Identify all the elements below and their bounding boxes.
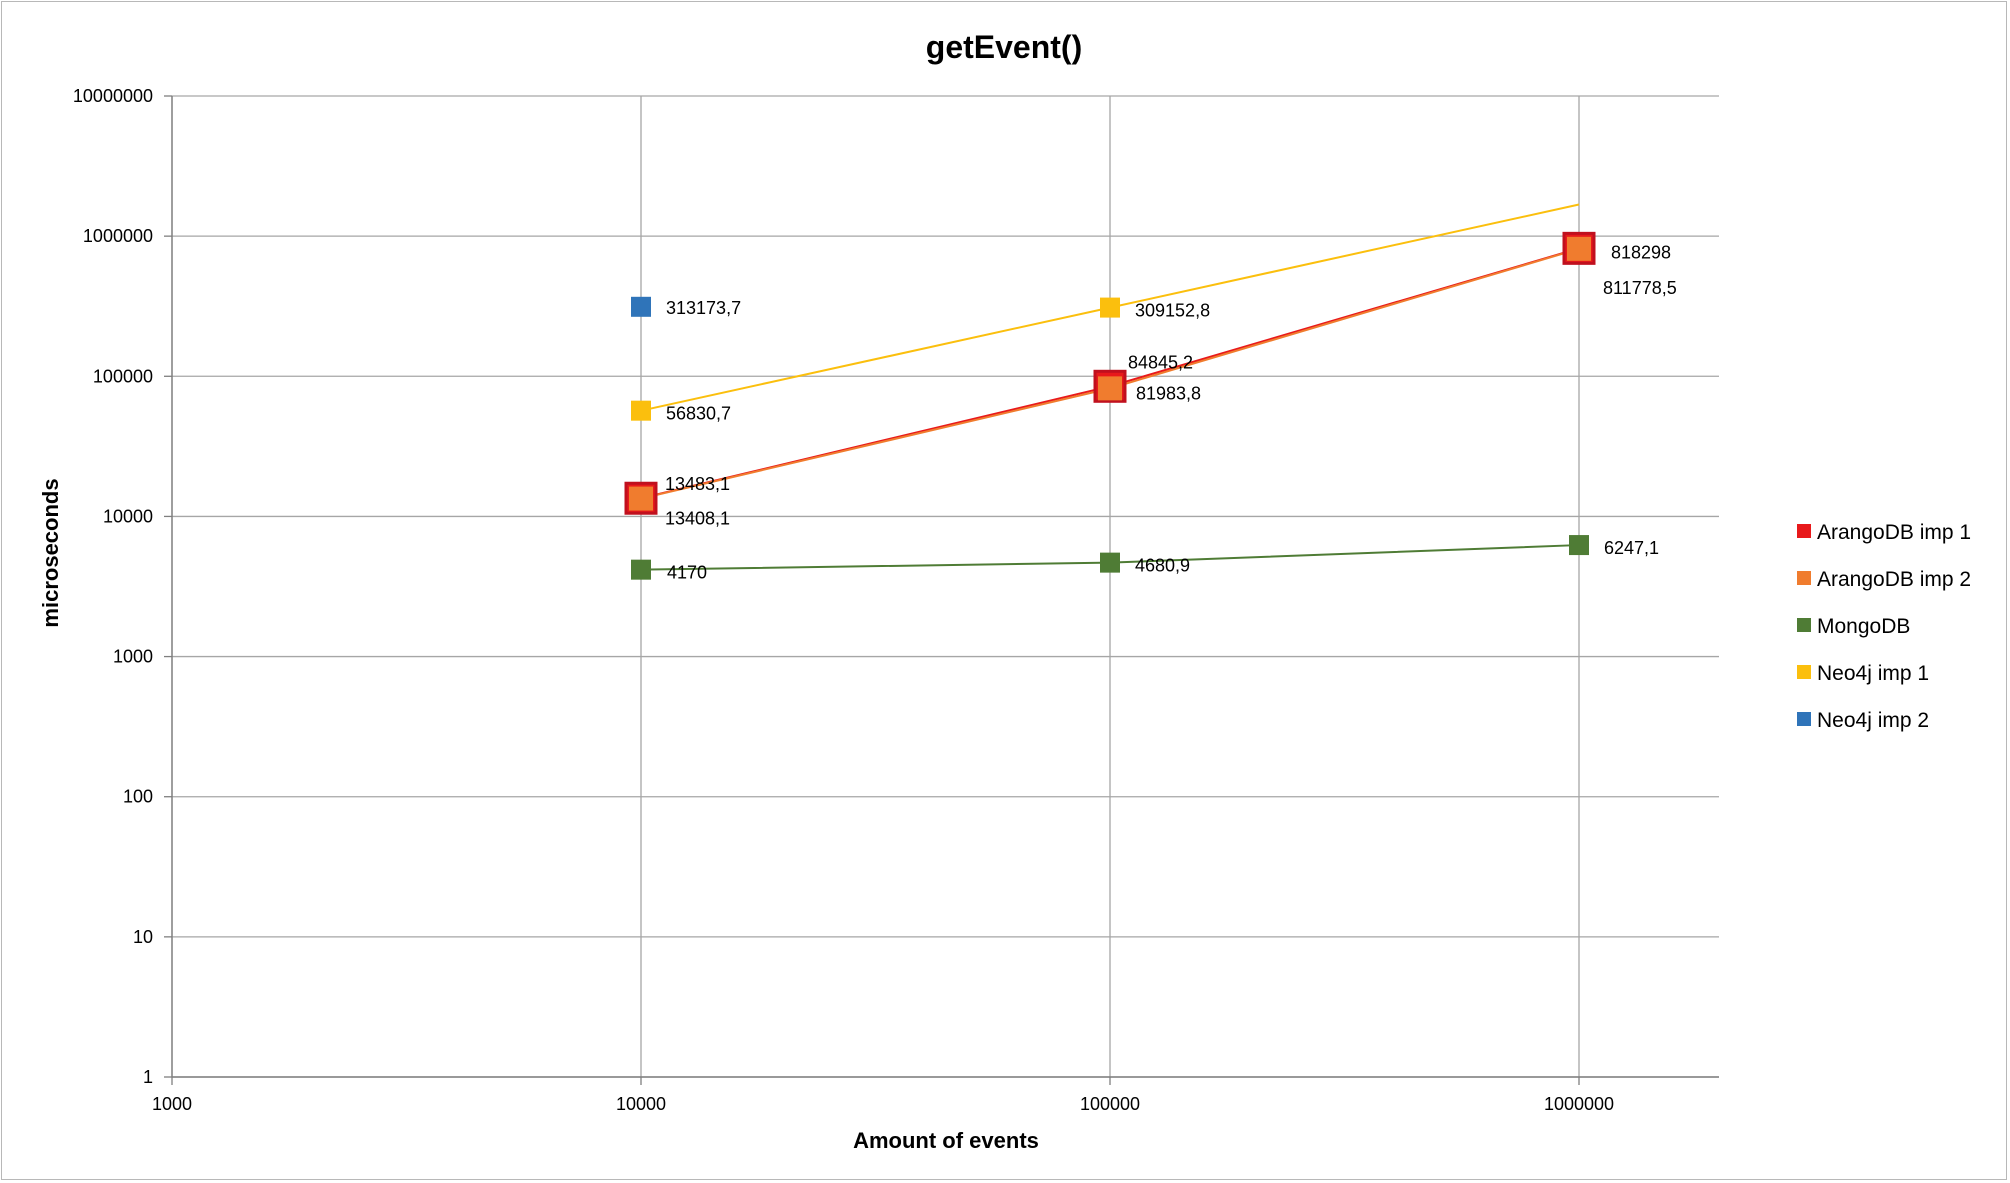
legend-label: Neo4j imp 2	[1817, 709, 1929, 732]
data-label: 13408,1	[665, 509, 730, 529]
data-label: 818298	[1611, 242, 1671, 262]
y-axis-title: microseconds	[38, 478, 63, 627]
y-tick-label: 10000	[103, 506, 153, 526]
y-tick-label: 10000000	[73, 86, 153, 106]
y-tick-label: 10	[133, 927, 153, 947]
y-tick-label: 1000000	[83, 226, 153, 246]
legend-swatch	[1797, 618, 1811, 632]
legend-label: ArangoDB imp 2	[1817, 568, 1971, 591]
chart-title: getEvent()	[926, 29, 1082, 65]
data-point	[1098, 376, 1122, 401]
legend-swatch	[1797, 712, 1811, 726]
axes: 1 10 100 1000 10000 100000 1000000 10000000 1000…	[73, 86, 1719, 1114]
legend-label: Neo4j imp 1	[1817, 662, 1929, 685]
x-axis-title: Amount of events	[853, 1128, 1039, 1153]
y-tick-label: 1	[143, 1067, 153, 1087]
data-label: 309152,8	[1135, 301, 1210, 321]
data-labels: 13483,1 84845,2 818298 13408,1 81983,8 811778…	[665, 242, 1677, 582]
data-points	[624, 231, 1596, 580]
data-label: 4680,9	[1135, 556, 1190, 576]
data-label: 6247,1	[1604, 538, 1659, 558]
data-point	[631, 296, 651, 317]
data-point	[1567, 236, 1591, 261]
data-point	[1100, 297, 1120, 318]
data-label: 313173,7	[666, 298, 741, 318]
legend-swatch	[1797, 665, 1811, 679]
x-tick-label: 10000	[616, 1094, 666, 1114]
data-point	[629, 486, 653, 511]
data-label: 811778,5	[1603, 278, 1677, 298]
data-point	[631, 559, 651, 580]
x-tick-label: 1000000	[1544, 1094, 1614, 1114]
data-label: 56830,7	[666, 404, 731, 424]
legend-swatch	[1797, 524, 1811, 538]
data-point	[1100, 552, 1120, 573]
y-tick-label: 100	[123, 787, 153, 807]
data-label: 84845,2	[1128, 352, 1193, 372]
x-tick-label: 1000	[152, 1094, 192, 1114]
y-tick-label: 100000	[93, 366, 153, 386]
y-tick-label: 1000	[113, 647, 153, 667]
legend-label: ArangoDB imp 1	[1817, 521, 1971, 544]
data-label: 13483,1	[665, 474, 730, 494]
legend-swatch	[1797, 571, 1811, 585]
x-tick-label: 100000	[1080, 1094, 1140, 1114]
data-point	[1569, 535, 1589, 556]
data-label: 81983,8	[1136, 383, 1201, 403]
grid	[172, 95, 1719, 1078]
legend-label: MongoDB	[1817, 615, 1910, 638]
legend: ArangoDB imp 1 ArangoDB imp 2 MongoDB Neo4j…	[1797, 521, 1971, 732]
data-point	[631, 400, 651, 421]
data-label: 4170	[667, 563, 707, 583]
